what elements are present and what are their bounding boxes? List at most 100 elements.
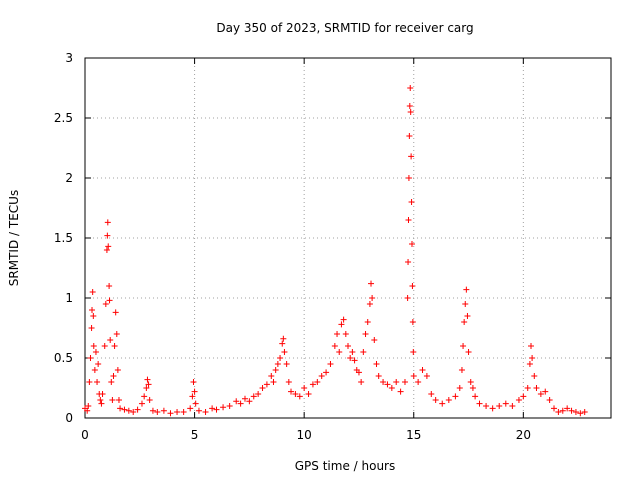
data-point [340,316,347,323]
data-point [138,400,145,407]
data-point [358,379,365,385]
data-point [89,289,96,295]
data-point [259,385,266,391]
chart-title: Day 350 of 2023, SRMTID for receiver car… [216,21,473,35]
data-point [84,407,91,414]
data-point [472,393,479,400]
data-point [384,381,391,388]
data-point [112,309,119,316]
data-point [296,393,303,400]
data-point [464,313,471,319]
data-point [336,349,343,355]
data-point [351,357,358,364]
data-point [577,410,584,417]
data-point [154,409,161,415]
data-point [502,400,509,407]
data-point [368,280,375,287]
data-point [415,379,422,385]
data-point [149,407,156,414]
data-point [515,397,522,403]
data-point [388,385,395,391]
data-point [371,337,378,343]
data-point [115,397,122,403]
data-point [465,349,472,355]
x-tick-label: 10 [297,428,312,442]
data-point [281,349,288,355]
data-point [373,361,380,367]
data-point [187,405,194,412]
data-point [233,398,240,405]
data-point [445,397,452,403]
data-point [113,331,120,337]
data-point [461,319,468,325]
data-point [277,355,284,361]
data-point [101,343,108,349]
data-point [195,407,202,414]
data-point [405,259,412,265]
data-point [279,340,286,347]
data-point [95,361,102,367]
data-point [90,343,97,349]
data-point [141,393,148,400]
data-point [268,373,275,379]
data-point [458,367,465,373]
y-tick-label: 1 [65,291,73,305]
data-point [393,379,400,385]
data-point [369,295,376,301]
data-point [409,319,416,325]
data-point [160,407,167,414]
data-point [401,379,408,385]
data-point [572,409,579,415]
data-point [109,397,116,403]
data-point [524,385,531,391]
data-point [285,379,292,385]
data-point [220,404,227,411]
y-tick-label: 2.5 [54,111,73,125]
data-point [272,367,279,373]
data-point [380,379,387,385]
data-point [323,369,330,376]
data-point [347,355,354,361]
data-point [526,361,533,367]
data-point [345,343,351,349]
data-point [537,391,544,397]
data-point [88,325,95,331]
data-point [366,301,373,307]
data-point [180,409,187,415]
data-point [143,385,150,391]
data-point [408,241,415,247]
data-point [91,367,98,373]
data-point [408,153,415,160]
data-point [397,388,404,395]
data-point [263,381,270,388]
data-point [97,397,104,403]
data-point [130,409,137,415]
data-point [144,376,151,383]
data-point [209,405,216,412]
data-point [134,406,141,413]
data-point [114,367,121,373]
data-point [476,400,483,407]
data-point [428,391,435,397]
data-point [364,319,371,325]
x-tick-label: 20 [516,428,531,442]
data-point [146,397,153,403]
data-point [432,397,439,403]
data-point [102,301,109,307]
data-point [314,379,321,385]
data-point [288,388,295,395]
data-point [452,393,459,400]
data-point [405,217,412,223]
data-point [274,361,281,367]
data-point [520,393,527,400]
data-point [283,361,290,367]
data-point [111,343,118,349]
data-point [213,406,220,413]
data-point [121,406,128,413]
data-point [92,349,99,355]
data-point [529,355,536,361]
axis-ticks: 0 0.5 1 1.5 2 2.5 3 0 5 10 15 20 [54,51,611,442]
data-point [87,355,94,361]
data-point [226,403,233,409]
